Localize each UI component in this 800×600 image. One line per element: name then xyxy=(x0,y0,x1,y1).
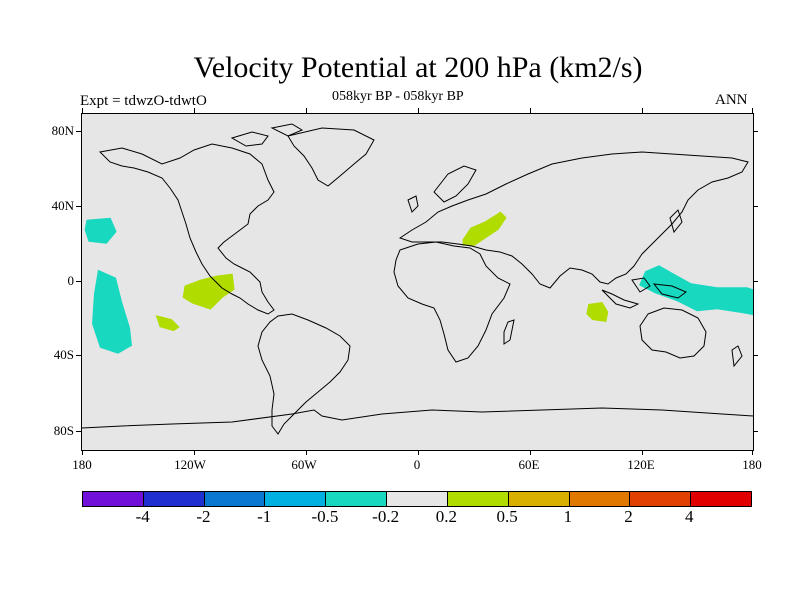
map-panel xyxy=(81,113,754,451)
coast-australia xyxy=(639,307,707,359)
axis-tick xyxy=(642,108,643,113)
anomaly-region xyxy=(84,217,117,244)
colorbar-cell xyxy=(265,492,327,506)
axis-tick xyxy=(76,281,81,282)
experiment-label: Expt = tdwzO-tdwtO xyxy=(80,93,207,109)
anomaly-region xyxy=(586,302,609,322)
lon-label-0: 0 xyxy=(413,457,421,472)
axis-tick xyxy=(306,450,307,455)
axis-tick xyxy=(530,450,531,455)
axis-tick xyxy=(306,108,307,113)
map-svg xyxy=(82,123,753,435)
colorbar-cell xyxy=(143,492,205,506)
colorbar-cell xyxy=(447,492,509,506)
coast-north-america xyxy=(98,143,275,315)
colorbar-cell xyxy=(630,492,692,506)
lon-label-60e: 60E xyxy=(518,457,540,472)
colorbar-cell xyxy=(204,492,266,506)
coast-madagascar xyxy=(503,319,515,345)
colorbar-cell xyxy=(387,492,448,506)
anomaly-region xyxy=(639,265,753,316)
axis-tick xyxy=(76,131,81,132)
axis-tick xyxy=(753,355,758,356)
lat-label-40n: 40N xyxy=(51,198,74,213)
page-title: Velocity Potential at 200 hPa (km2/s) xyxy=(193,51,643,84)
coast-new-zealand xyxy=(731,345,743,368)
lat-label-40s: 40S xyxy=(53,347,74,362)
anomaly-region xyxy=(462,211,507,246)
colorbar-label: 0.2 xyxy=(435,507,457,526)
colorbar-cell xyxy=(83,492,144,506)
colorbar-label: -0.5 xyxy=(311,507,339,526)
season-label: ANN xyxy=(715,92,748,108)
lat-label-80s: 80S xyxy=(53,423,74,438)
colorbar-label: 1 xyxy=(563,507,573,526)
coast-arctic-islands xyxy=(230,123,304,147)
axis-tick xyxy=(76,355,81,356)
lon-label-120e: 120E xyxy=(627,457,655,472)
anomaly-region xyxy=(92,269,132,354)
lat-label-80n: 80N xyxy=(51,123,74,138)
coast-greenland xyxy=(287,127,375,187)
coast-antarctica xyxy=(82,407,753,429)
axis-tick xyxy=(82,450,83,455)
colorbar-label: -2 xyxy=(196,507,211,526)
axis-tick xyxy=(194,450,195,455)
axis-tick xyxy=(418,108,419,113)
coastlines xyxy=(82,123,753,435)
axis-tick xyxy=(418,450,419,455)
colorbar-label: 4 xyxy=(685,507,694,526)
lon-label-180e: 180 xyxy=(742,457,762,472)
anomaly-regions xyxy=(84,211,753,354)
coast-maritime-continent xyxy=(601,277,687,309)
axis-tick xyxy=(82,108,83,113)
axis-tick xyxy=(752,450,753,455)
anomaly-region xyxy=(182,273,235,310)
axis-tick xyxy=(753,206,758,207)
lon-label-120w: 120W xyxy=(174,457,206,472)
axis-tick xyxy=(76,431,81,432)
coast-eurasia xyxy=(398,151,749,289)
colorbar xyxy=(82,491,752,507)
colorbar-cell xyxy=(569,492,631,506)
axis-tick xyxy=(753,131,758,132)
coast-british-isles xyxy=(407,195,419,213)
axis-tick xyxy=(753,431,758,432)
colorbar-cell xyxy=(326,492,388,506)
coast-africa xyxy=(393,241,511,363)
coast-scandinavia xyxy=(433,165,477,203)
colorbar-label: 2 xyxy=(624,507,633,526)
colorbar-cell xyxy=(508,492,570,506)
coast-south-america xyxy=(257,313,351,435)
coast-japan xyxy=(669,209,683,234)
lon-label-60w: 60W xyxy=(291,457,317,472)
colorbar-label: -1 xyxy=(257,507,272,526)
axis-tick xyxy=(194,108,195,113)
axis-tick xyxy=(753,281,758,282)
period-label: 058kyr BP - 058kyr BP xyxy=(332,89,464,104)
anomaly-region xyxy=(155,315,180,332)
axis-tick xyxy=(76,206,81,207)
colorbar-label: -4 xyxy=(135,507,150,526)
axis-tick xyxy=(642,450,643,455)
colorbar-label: 0.5 xyxy=(496,507,518,526)
lat-label-eq: 0 xyxy=(67,273,75,288)
colorbar-label: -0.2 xyxy=(372,507,400,526)
axis-tick xyxy=(752,108,753,113)
axis-tick xyxy=(530,108,531,113)
colorbar-cell xyxy=(691,492,751,506)
lon-label-180w: 180 xyxy=(72,457,92,472)
